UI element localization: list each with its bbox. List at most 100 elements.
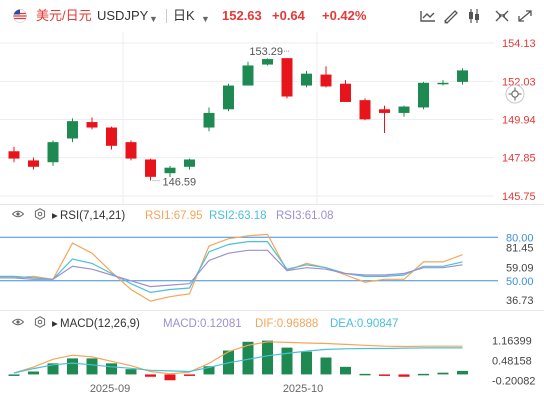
candle-body [379, 109, 390, 113]
candle [28, 157, 39, 170]
candle [457, 68, 468, 85]
pane-divider [0, 204, 544, 205]
candle [106, 126, 117, 150]
candle [8, 146, 20, 163]
macd-bar [340, 366, 351, 375]
macd-bar [359, 373, 371, 376]
time-axis: 2025-09 2025-10 [90, 383, 323, 395]
macd-bar [184, 374, 195, 376]
candle [67, 118, 78, 143]
candle-body [340, 83, 351, 102]
price-grid [0, 32, 494, 204]
rsi3-value: RSI3:61.08 [276, 210, 334, 222]
gear-icon[interactable] [34, 208, 46, 220]
rsi-line-rsi2 [0, 241, 463, 294]
price-axis-label: 154.13 [502, 38, 536, 50]
candle-body [281, 58, 293, 97]
macd-bar [203, 366, 215, 375]
candle [145, 158, 156, 181]
pane-divider [0, 310, 544, 311]
macd-bar [301, 351, 312, 375]
candle-body [262, 59, 273, 65]
symbol-dropdown-icon[interactable]: ▼ [149, 14, 158, 24]
candle [359, 98, 371, 121]
macd-bar [8, 374, 20, 376]
eye-icon[interactable] [12, 210, 24, 218]
rsi-lines [0, 233, 463, 302]
macd-bar [281, 347, 293, 375]
candle [86, 117, 98, 130]
macd-bar [145, 374, 156, 377]
price-change-percent: +0.42% [322, 8, 367, 23]
header-divider [166, 9, 167, 23]
price-change: +0.64 [272, 8, 305, 23]
collapse-arrow-icon[interactable]: ▸ [52, 210, 58, 222]
macd-bar [398, 374, 410, 377]
indicator-chart-icon[interactable] [419, 8, 437, 24]
rsi-axis-label: 36.73 [506, 295, 534, 307]
candle-body [145, 159, 156, 177]
candle [184, 158, 195, 170]
macd-bar [106, 363, 117, 375]
candle-body [164, 167, 176, 174]
price-axis-label: 145.75 [502, 191, 536, 203]
candle [223, 83, 234, 112]
macd-bar [47, 363, 59, 375]
low-price-label: 146.59 [163, 177, 197, 189]
rsi-axis-label: 50.00 [506, 276, 534, 288]
candle [398, 105, 410, 117]
candle [281, 58, 293, 99]
candle [262, 58, 273, 66]
candle-body [47, 142, 59, 163]
last-price: 152.63 [222, 8, 262, 23]
macd-chart[interactable]: 1.16399 0.48158 -0.20082 2025-09 2025-10 [0, 330, 544, 402]
draw-tool-icon[interactable] [442, 8, 460, 24]
macd-lines [13, 341, 463, 375]
candle [242, 61, 254, 86]
symbol-code[interactable]: USDJPY [97, 8, 149, 23]
rsi1-value: RSI1:67.95 [145, 210, 203, 222]
collapse-arrow-icon[interactable]: ▸ [52, 318, 58, 330]
price-chart[interactable]: 154.13 152.03 149.94 147.85 145.75 153.29 146… [0, 32, 544, 204]
macd-bar [379, 374, 390, 376]
timeframe-selector[interactable]: 日K [173, 8, 195, 23]
rsi-axis-label: 59.09 [506, 263, 534, 275]
collapse-icon[interactable] [493, 8, 511, 24]
fullscreen-icon[interactable] [516, 8, 534, 24]
candle-body [223, 85, 234, 110]
us-flag-icon [13, 9, 27, 23]
macd-line-dea [13, 347, 463, 374]
candle [164, 165, 176, 177]
candle-body [67, 121, 78, 139]
macd-bar [86, 358, 98, 375]
macd-bar [457, 370, 468, 375]
candle-body [457, 70, 468, 82]
timeframe-dropdown-icon[interactable]: ▼ [201, 14, 210, 24]
candle [418, 81, 429, 110]
crosshair-button[interactable] [505, 84, 525, 104]
gear-icon[interactable] [34, 316, 46, 328]
candle [301, 70, 312, 88]
time-axis-label: 2025-09 [90, 383, 130, 395]
symbol-name[interactable]: 美元/日元 [36, 8, 92, 23]
price-annotations: 153.29 146.59 [152, 46, 289, 189]
price-axis-label: 147.85 [502, 153, 536, 165]
candle-body [359, 100, 371, 120]
macd-axis-label: 1.16399 [492, 336, 532, 348]
candle-body [320, 74, 332, 87]
macd-value: MACD:0.12081 [163, 318, 242, 330]
candle [379, 105, 390, 134]
macd-bar [164, 374, 176, 381]
eye-icon[interactable] [12, 318, 24, 326]
candle-body [106, 127, 117, 146]
rsi-axis-label: 81.45 [506, 242, 534, 254]
candle-body [184, 159, 195, 167]
time-axis-label: 2025-10 [283, 383, 323, 395]
candle-style-icon[interactable] [465, 8, 483, 24]
macd-label: MACD(12,26,9) [60, 318, 140, 330]
candle [125, 140, 137, 161]
rsi-label: RSI(7,14,21) [60, 210, 126, 222]
macd-bar [67, 358, 78, 375]
candle-body [125, 142, 137, 159]
